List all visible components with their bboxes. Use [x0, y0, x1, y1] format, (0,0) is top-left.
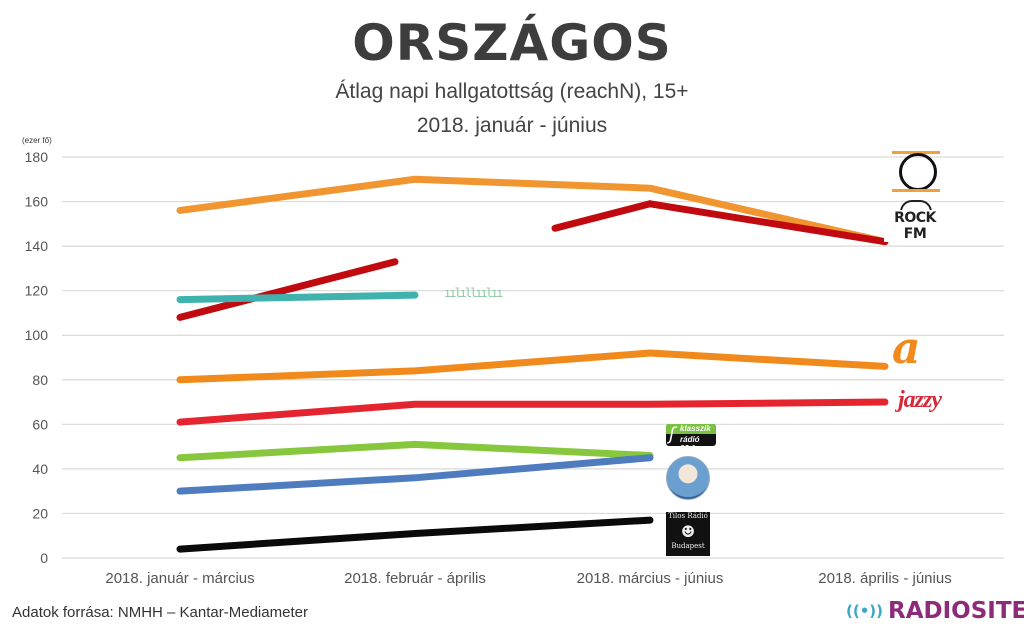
series-rock-fm	[176, 200, 889, 321]
y-tick-label: 120	[25, 283, 49, 299]
x-tick-label: 2018. április - június	[818, 570, 951, 587]
klasszik-logo-band	[666, 424, 716, 434]
line-segment	[551, 200, 654, 232]
maria-radio-logo	[666, 456, 710, 500]
series-line	[176, 398, 889, 426]
chart-subtitle: Átlag napi hallgatottság (reachN), 15+	[335, 80, 689, 103]
tilos-logo-subtext: Budapest	[671, 542, 705, 550]
radio-waves-icon: ((•))	[846, 602, 884, 620]
series-m-ria-r-di-	[176, 454, 654, 495]
tilos-face-icon: ☻	[680, 522, 696, 541]
line-segment	[176, 258, 399, 321]
y-tick-label: 140	[25, 238, 49, 254]
logo-ring-icon	[899, 153, 937, 191]
y-tick-label: 160	[25, 194, 49, 210]
y-tick-label: 80	[32, 372, 48, 388]
radio-1-a-icon: a	[892, 323, 921, 374]
x-tick-label: 2018. február - április	[344, 570, 486, 587]
y-tick-label: 100	[25, 327, 49, 343]
series-line	[176, 175, 889, 246]
x-axis-ticks: 2018. január - március 2018. február - áp…	[105, 570, 951, 587]
gridlines	[62, 156, 1004, 559]
jazzy-logo: jazzy	[898, 387, 942, 413]
klasszik-f-icon: ʃ	[669, 424, 676, 445]
y-tick-label: 0	[40, 550, 48, 566]
y-tick-label: 40	[32, 461, 48, 477]
logo-bar-top	[892, 151, 940, 154]
tilos-radio-logo: Tilos Rádió ☻ Budapest	[666, 512, 710, 556]
series-line	[176, 516, 654, 553]
klasszik-logo-text: klasszik	[680, 424, 711, 433]
tilos-logo-text: Tilos Rádió	[668, 512, 708, 520]
series-line	[176, 440, 654, 462]
radio-1-logo: a	[892, 323, 932, 374]
series-music-fm	[176, 291, 419, 304]
series-tilos-r-di-	[176, 516, 654, 553]
radiosite-brand: ((•)) RADIOSITE	[846, 598, 1024, 624]
series-line	[176, 291, 419, 304]
series-r-di-1	[176, 349, 889, 384]
series-retro-r-di-	[176, 175, 889, 246]
page-title: ORSZÁGOS	[352, 14, 672, 72]
chart-period: 2018. január - június	[416, 114, 608, 137]
klasszik-logo-subtext: rádió 92.1	[680, 435, 700, 446]
y-axis-unit-label: (ezer fő)	[22, 136, 52, 145]
x-tick-label: 2018. január - március	[105, 570, 254, 587]
x-tick-label: 2018. március - június	[577, 570, 724, 587]
radiosite-brand-text: RADIOSITE	[888, 598, 1024, 624]
y-tick-label: 180	[25, 149, 49, 165]
music-fm-logo: ıılıllıılıı	[444, 286, 504, 300]
y-tick-label: 20	[32, 505, 48, 521]
rock-fm-logo: ROCK FM	[884, 200, 946, 242]
y-axis-ticks: 0 20 40 60 80 100 120 140 160 180	[25, 149, 49, 566]
line-segment	[646, 200, 889, 246]
series-klasszik-r-di-	[176, 440, 654, 462]
series-lines	[176, 175, 889, 553]
logo-bar-bottom	[892, 189, 940, 192]
retro-radio-logo	[892, 151, 940, 193]
series-line	[176, 454, 654, 495]
data-source: Adatok forrása: NMHH – Kantar-Mediameter	[12, 604, 308, 621]
klasszik-radio-logo: ʃ klasszik rádió 92.1	[666, 424, 716, 446]
y-tick-label: 60	[32, 416, 48, 432]
series-jazzy-r-di-	[176, 398, 889, 426]
series-line	[176, 349, 889, 384]
rock-fm-logo-text: ROCK FM	[884, 210, 946, 242]
